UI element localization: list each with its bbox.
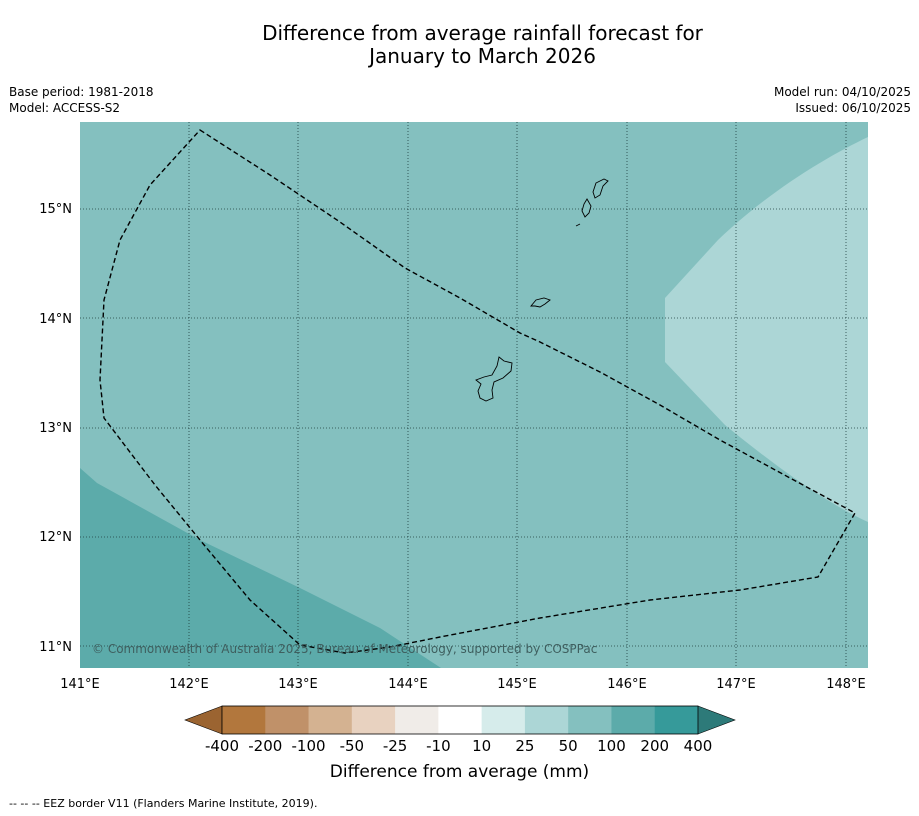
rainfall-band-100-200 <box>80 468 441 668</box>
meta-left: Base period: 1981-2018 Model: ACCESS-S2 <box>9 84 154 116</box>
lon-tick-label: 143°E <box>278 677 318 692</box>
lon-tick-label: 145°E <box>497 677 537 692</box>
colorbar-cell <box>654 706 699 734</box>
chart-title: Difference from average rainfall forecas… <box>0 22 919 68</box>
footnote: -- -- -- EEZ border V11 (Flanders Marine… <box>9 797 318 810</box>
lat-tick-labels: 15°N 14°N 13°N 12°N 11°N <box>39 202 72 655</box>
island-guam <box>475 356 513 402</box>
colorbar-tick-label: 200 <box>640 737 669 755</box>
model-run-text: Model run: 04/10/2025 <box>773 85 911 99</box>
model-text: Model: ACCESS-S2 <box>9 101 121 115</box>
base-period-text: Base period: 1981-2018 <box>9 85 154 99</box>
colorbar-tick-label: -25 <box>383 737 408 755</box>
colorbar-tick-label: -10 <box>426 737 451 755</box>
colorbar-cell <box>265 706 310 734</box>
colorbar-over-arrow <box>697 705 736 735</box>
colorbar-tick-label: 50 <box>559 737 578 755</box>
lon-tick-label: 141°E <box>60 677 100 692</box>
rainfall-band-25-50 <box>665 137 868 522</box>
colorbar-outline <box>221 705 699 735</box>
title-line-1: Difference from average rainfall forecas… <box>262 21 703 45</box>
issued-text: Issued: 06/10/2025 <box>795 101 911 115</box>
title-line-2: January to March 2026 <box>369 44 596 68</box>
lon-tick-label: 144°E <box>388 677 428 692</box>
islands <box>475 178 609 402</box>
lat-tick-label: 11°N <box>39 640 72 655</box>
colorbar-cell <box>308 706 353 734</box>
colorbar-cell <box>351 706 396 734</box>
colorbar-label: Difference from average (mm) <box>329 762 590 782</box>
colorbar-cell <box>222 706 266 734</box>
colorbar-tick-label: -50 <box>340 737 365 755</box>
lat-tick-label: 15°N <box>39 202 72 217</box>
colorbar-cell <box>568 706 612 734</box>
gridlines <box>80 122 868 668</box>
colorbar-under-arrow <box>184 705 223 735</box>
island-saipan <box>592 178 609 199</box>
meta-right: Model run: 04/10/2025 Issued: 06/10/2025 <box>774 84 911 116</box>
colorbar-tick-label: 400 <box>684 737 713 755</box>
colorbar-cell <box>611 706 656 734</box>
colorbar-tick-label: 25 <box>515 737 534 755</box>
eez-border <box>99 129 856 654</box>
colorbar: -400 -200 -100 -50 -25 -10 10 25 50 100 200 400 <box>184 705 736 755</box>
colorbar-cell <box>395 706 439 734</box>
colorbar-tick-label: 10 <box>472 737 491 755</box>
lon-tick-label: 148°E <box>826 677 866 692</box>
lat-tick-label: 13°N <box>39 421 72 436</box>
lon-tick-label: 147°E <box>716 677 756 692</box>
lat-tick-label: 14°N <box>39 312 72 327</box>
island-aguijan <box>575 223 581 227</box>
colorbar-tick-label: 100 <box>597 737 626 755</box>
colorbar-tick-label: -100 <box>292 737 326 755</box>
lon-tick-label: 146°E <box>607 677 647 692</box>
lat-tick-label: 12°N <box>39 530 72 545</box>
colorbar-tick-label: -400 <box>205 737 239 755</box>
lon-tick-labels: 141°E 142°E 143°E 144°E 145°E 146°E 147°… <box>60 677 866 692</box>
lon-tick-label: 142°E <box>169 677 209 692</box>
copyright-text: © Commonwealth of Australia 2025, Bureau… <box>92 642 597 656</box>
colorbar-cell <box>481 706 526 734</box>
island-tinian <box>581 198 592 218</box>
island-rota <box>530 297 551 308</box>
colorbar-tick-label: -200 <box>248 737 282 755</box>
colorbar-cell <box>438 706 483 734</box>
colorbar-cell <box>524 706 569 734</box>
